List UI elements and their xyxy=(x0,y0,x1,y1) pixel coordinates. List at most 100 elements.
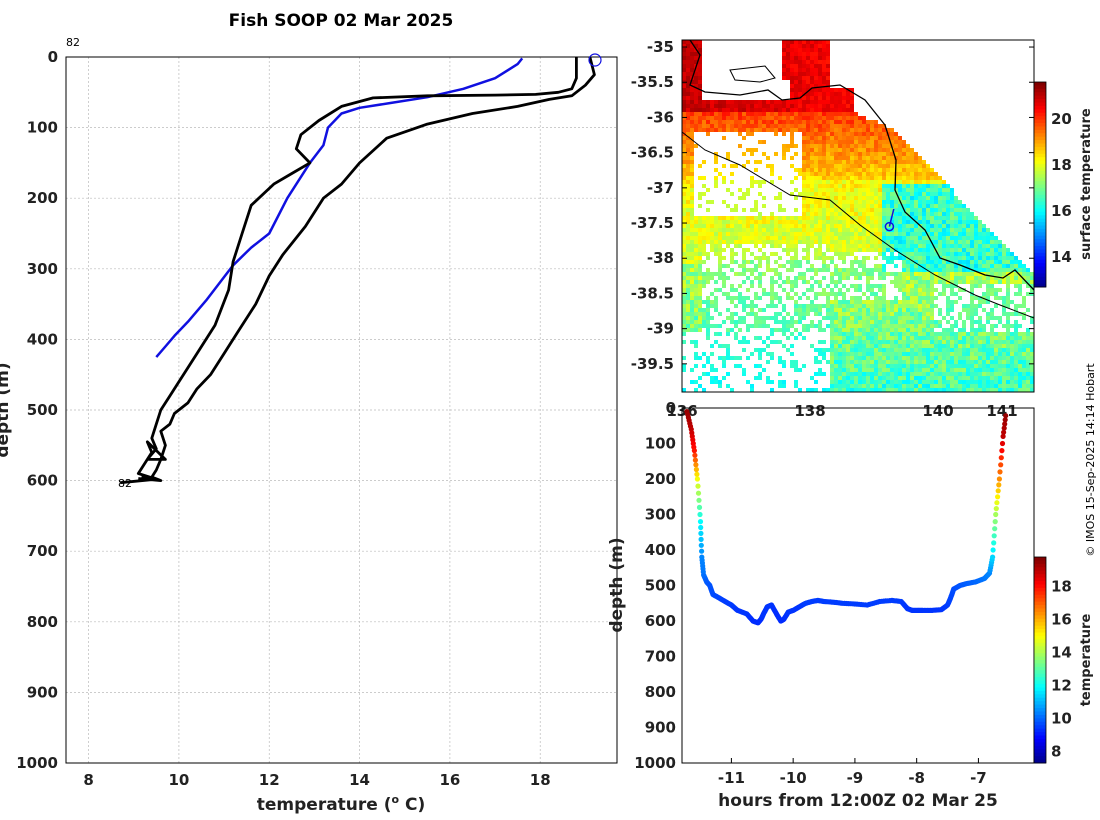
sst-cell xyxy=(794,84,798,88)
sst-cell xyxy=(682,136,686,140)
sst-cell xyxy=(690,44,694,48)
sst-cell xyxy=(786,112,790,116)
sst-cell xyxy=(770,128,774,132)
sst-cell xyxy=(902,184,906,188)
sst-cell xyxy=(986,364,990,368)
depth-time-point xyxy=(997,469,1003,475)
sst-cell xyxy=(950,196,954,200)
sst-cell xyxy=(874,132,878,136)
sst-cell xyxy=(822,144,826,148)
sst-cell xyxy=(790,56,794,60)
sst-cell xyxy=(866,296,870,300)
sst-cell xyxy=(790,248,794,252)
sst-cell xyxy=(882,148,886,152)
sst-cell xyxy=(686,216,690,220)
sst-cell xyxy=(954,196,958,200)
sst-cell xyxy=(930,176,934,180)
sst-cell xyxy=(806,84,810,88)
bottom-y-tick-label: 800 xyxy=(645,683,676,701)
sst-cell xyxy=(798,272,802,276)
sst-cell xyxy=(962,224,966,228)
sst-cell xyxy=(698,236,702,240)
sst-cell xyxy=(834,356,838,360)
left-y-tick-label: 600 xyxy=(27,472,58,490)
sst-cell xyxy=(910,156,914,160)
sst-cell xyxy=(842,252,846,256)
sst-cell xyxy=(826,296,830,300)
sst-cell xyxy=(882,152,886,156)
sst-cell xyxy=(846,316,850,320)
sst-cell xyxy=(902,164,906,168)
sst-cell xyxy=(814,52,818,56)
sst-cell xyxy=(810,324,814,328)
sst-cell xyxy=(974,340,978,344)
sst-cell xyxy=(778,220,782,224)
sst-cell xyxy=(698,116,702,120)
sst-cell xyxy=(862,236,866,240)
sst-cell xyxy=(970,352,974,356)
sst-cell xyxy=(790,232,794,236)
sst-cell xyxy=(830,100,834,104)
sst-cell xyxy=(682,276,686,280)
sst-cell xyxy=(982,380,986,384)
sst-cell xyxy=(750,116,754,120)
sst-colorbar-segment xyxy=(1034,205,1046,209)
sst-cell xyxy=(830,352,834,356)
sst-cell xyxy=(850,384,854,388)
sst-cell xyxy=(778,340,782,344)
sst-cell xyxy=(846,196,850,200)
sst-cell xyxy=(682,152,686,156)
sst-cell xyxy=(886,260,890,264)
sst-cell xyxy=(1026,348,1030,352)
sst-cell xyxy=(882,188,886,192)
sst-cell xyxy=(850,332,854,336)
sst-cell xyxy=(682,196,686,200)
sst-cell xyxy=(718,216,722,220)
sst-cell xyxy=(990,288,994,292)
sst-cell xyxy=(766,360,770,364)
sst-cell xyxy=(806,116,810,120)
sst-cell xyxy=(922,224,926,228)
sst-cell xyxy=(894,332,898,336)
sst-cell xyxy=(990,344,994,348)
sst-cell xyxy=(754,228,758,232)
sst-cell xyxy=(906,248,910,252)
sst-cell xyxy=(866,248,870,252)
sst-cell xyxy=(726,152,730,156)
sst-cell xyxy=(758,276,762,280)
sst-cell xyxy=(886,224,890,228)
sst-cell xyxy=(838,188,842,192)
sst-cell xyxy=(690,160,694,164)
sst-cell xyxy=(722,236,726,240)
sst-cell xyxy=(714,224,718,228)
sst-cell xyxy=(698,84,702,88)
sst-cell xyxy=(890,344,894,348)
sst-cell xyxy=(942,388,946,392)
sst-cell xyxy=(746,216,750,220)
sst-cell xyxy=(850,200,854,204)
sst-cell xyxy=(762,152,766,156)
sst-cell xyxy=(754,160,758,164)
sst-cell xyxy=(898,176,902,180)
sst-cell xyxy=(718,356,722,360)
sst-cell xyxy=(874,200,878,204)
sst-cell xyxy=(762,340,766,344)
sst-cell xyxy=(742,304,746,308)
sst-cell xyxy=(886,348,890,352)
sst-cell xyxy=(982,368,986,372)
sst-cell xyxy=(730,228,734,232)
sst-cell xyxy=(846,340,850,344)
sst-cell xyxy=(882,212,886,216)
sst-cell xyxy=(898,148,902,152)
sst-cell xyxy=(958,208,962,212)
sst-cell xyxy=(738,300,742,304)
sst-cell xyxy=(846,232,850,236)
sst-cell xyxy=(806,180,810,184)
sst-cell xyxy=(878,388,882,392)
sst-cell xyxy=(690,368,694,372)
temperature-colorbar-segment xyxy=(1034,591,1046,596)
sst-cell xyxy=(830,180,834,184)
sst-cell xyxy=(870,184,874,188)
sst-cell xyxy=(682,164,686,168)
sst-cell xyxy=(758,284,762,288)
